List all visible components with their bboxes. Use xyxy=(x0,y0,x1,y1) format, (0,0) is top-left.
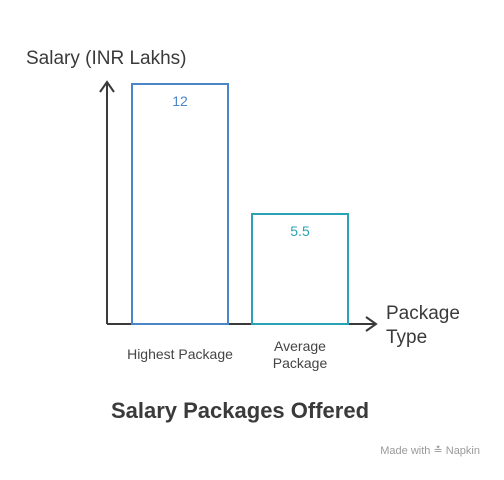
y-axis-arrow-icon xyxy=(99,80,115,93)
watermark: Made with ≛ Napkin xyxy=(380,444,480,457)
data-label-average-package: 5.5 xyxy=(290,223,310,239)
x-tick-label-average: Average Package xyxy=(272,338,328,371)
x-axis-arrow-icon xyxy=(365,316,378,332)
watermark-text: Made with xyxy=(380,445,431,457)
x-axis-label: Package Type xyxy=(386,303,460,348)
y-axis-label: Salary (INR Lakhs) xyxy=(26,48,187,69)
data-label-highest-package: 12 xyxy=(172,93,188,109)
napkin-logo-icon: ≛ xyxy=(433,445,443,457)
bar-highest-package xyxy=(131,83,229,325)
x-tick-label-highest: Highest Package xyxy=(127,346,233,362)
chart-title: Salary Packages Offered xyxy=(110,398,370,423)
watermark-brand: Napkin xyxy=(445,445,480,457)
bar-average-package xyxy=(251,213,349,325)
